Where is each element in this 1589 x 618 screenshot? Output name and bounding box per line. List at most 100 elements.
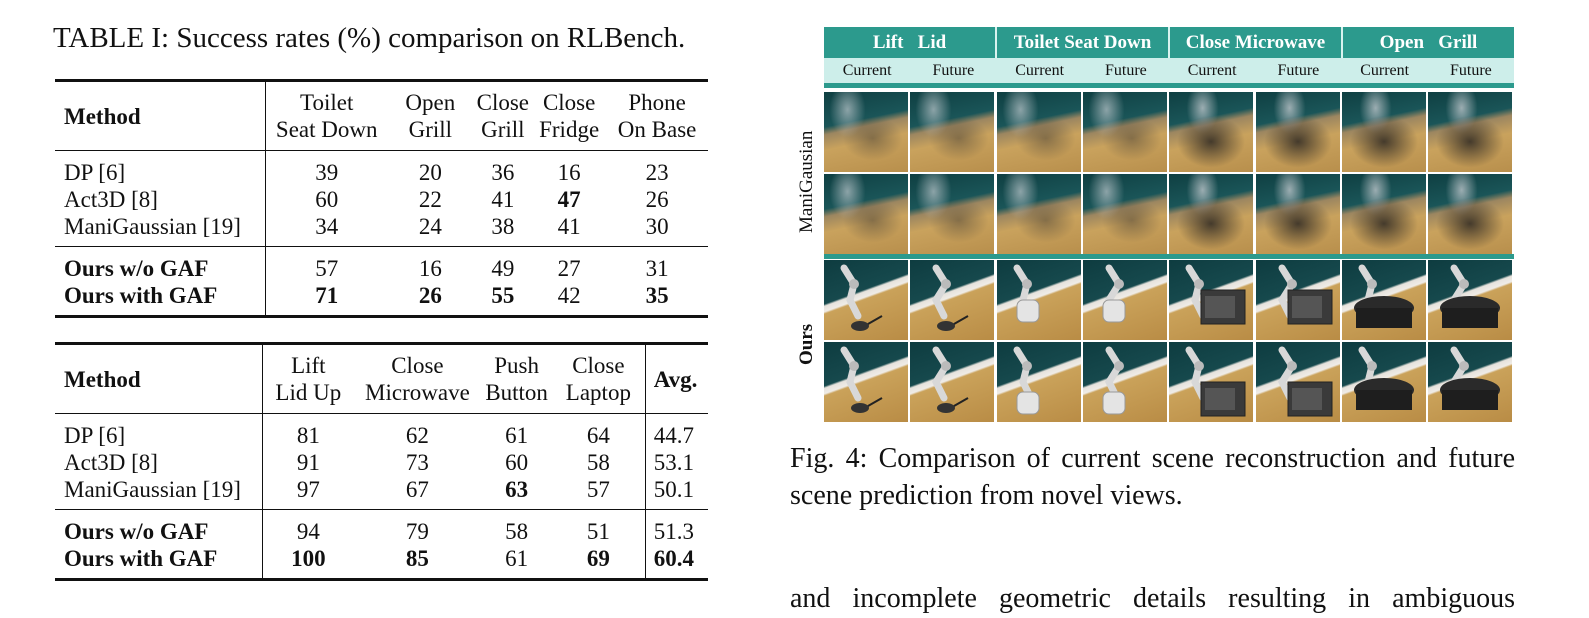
manigaussian-render-image <box>1428 92 1513 172</box>
manigaussian-render-image <box>910 174 995 254</box>
ours-render-image <box>1082 260 1167 340</box>
method-header: Method <box>55 79 267 151</box>
table-row: Ours with GAF 100 85 61 69 60.4 <box>55 545 708 581</box>
manigaussian-render-image <box>1341 92 1426 172</box>
column-header-line: Button <box>485 380 548 405</box>
robot-arm-icon <box>1440 346 1501 410</box>
avg-cell: 44.7 <box>644 413 708 449</box>
value-cell: 24 <box>418 214 442 239</box>
value-cell: 42 <box>532 282 607 318</box>
task-header: Open Grill <box>1379 32 1478 53</box>
ours-render-image <box>996 260 1081 340</box>
manigaussian-render-image <box>996 92 1081 172</box>
ours-render-image <box>1169 260 1254 340</box>
column-header-line: Lid Up <box>275 380 342 405</box>
robot-arm-icon <box>932 264 969 331</box>
value-cell: 61 <box>481 413 553 449</box>
row-separator <box>824 172 1514 174</box>
reconstruction-figure: Lift Lid Toilet Seat Down Close Microwave O… <box>790 25 1515 425</box>
body-text: and incomplete geometric details resulti… <box>790 583 1515 614</box>
column-header-line: Open <box>405 90 456 115</box>
subheader: Current <box>842 62 892 79</box>
value-cell: 16 <box>387 246 474 282</box>
robot-arm-icon <box>1277 264 1332 325</box>
value-cell: 100 <box>262 545 354 581</box>
table-row: Ours w/o GAF 94 79 58 51 51.3 <box>55 509 708 545</box>
robot-arm-icon <box>1013 264 1040 323</box>
manigaussian-render-image <box>1082 174 1167 254</box>
robot-arm-icon <box>1013 346 1040 415</box>
column-header-line: Grill <box>408 117 453 142</box>
manigaussian-render-image <box>1341 174 1426 254</box>
value-cell: 58 <box>481 509 553 545</box>
avg-cell: 53.1 <box>644 449 708 476</box>
value-cell: 85 <box>353 545 482 581</box>
ours-render-image <box>1428 260 1513 340</box>
value-cell: 60 <box>505 450 529 475</box>
robot-arm-icon <box>932 346 969 413</box>
value-cell: 94 <box>262 509 354 545</box>
value-cell: 91 <box>296 450 320 475</box>
table-caption: TABLE I: Success rates (%) comparison on… <box>53 22 686 54</box>
value-cell: 63 <box>505 477 529 502</box>
robot-arm-icon <box>1353 346 1414 410</box>
value-cell: 36 <box>473 150 533 186</box>
subheader: Current <box>1187 62 1237 79</box>
subheader: Future <box>932 62 975 79</box>
robot-arm-icon <box>1185 264 1246 325</box>
column-header-line: Close <box>542 90 596 115</box>
value-cell: 58 <box>586 450 610 475</box>
method-name: Act3D [8] <box>55 186 267 213</box>
value-cell: 34 <box>315 214 339 239</box>
robot-arm-icon <box>1185 346 1246 417</box>
column-header: Close Laptop <box>552 342 646 414</box>
robot-arm-icon <box>840 346 883 413</box>
column-header-line: Close <box>476 90 530 115</box>
subheader: Future <box>1104 62 1147 79</box>
avg-header: Avg. <box>644 342 708 414</box>
value-cell: 35 <box>606 282 708 318</box>
column-header-line: Close <box>572 353 625 378</box>
value-cell: 31 <box>606 246 708 282</box>
manigaussian-render-image <box>1255 92 1340 172</box>
value-cell: 30 <box>645 214 669 239</box>
ours-render-image <box>1341 260 1426 340</box>
column-header: Close Grill <box>473 79 533 151</box>
robot-arm-icon <box>1353 264 1414 328</box>
table-row: ManiGaussian [19] 97 67 63 57 50.1 <box>55 476 708 510</box>
task-header: Close Microwave <box>1170 27 1343 58</box>
task-header: Toilet Seat Down <box>997 27 1170 58</box>
value-cell: 49 <box>473 246 533 282</box>
table-row: ManiGaussian [19] 34 24 38 41 30 <box>55 213 708 247</box>
robot-arm-icon <box>1102 346 1126 415</box>
method-name: DP [6] <box>55 413 264 449</box>
ours-render-image <box>1082 342 1167 422</box>
column-header-line: Lift <box>291 353 326 378</box>
value-cell: 71 <box>265 282 388 318</box>
method-name: ManiGaussian [19] <box>55 213 267 247</box>
manigaussian-render-image <box>824 92 908 172</box>
subheader: Current <box>1360 62 1410 79</box>
value-cell: 67 <box>405 477 429 502</box>
column-header: Phone On Base <box>606 79 708 151</box>
ours-render-image <box>1255 342 1340 422</box>
value-cell: 69 <box>552 545 646 581</box>
method-name: Ours w/o GAF <box>55 509 264 545</box>
column-header: Close Microwave <box>353 342 482 414</box>
value-cell: 20 <box>387 150 474 186</box>
ours-render-image <box>1341 342 1426 422</box>
ours-render-image <box>910 260 995 340</box>
method-header: Method <box>55 342 264 414</box>
value-cell: 73 <box>405 450 429 475</box>
ours-render-image <box>1255 260 1340 340</box>
column-header: Close Fridge <box>532 79 607 151</box>
value-cell: 41 <box>491 187 515 212</box>
figure-image-grid <box>824 92 1514 425</box>
ours-render-image <box>910 342 995 422</box>
value-cell: 22 <box>418 187 442 212</box>
ours-render-image <box>996 342 1081 422</box>
column-header-line: Seat Down <box>275 117 378 142</box>
subheader: Current <box>1015 62 1065 79</box>
value-cell: 16 <box>532 150 607 186</box>
row-separator <box>824 254 1514 259</box>
